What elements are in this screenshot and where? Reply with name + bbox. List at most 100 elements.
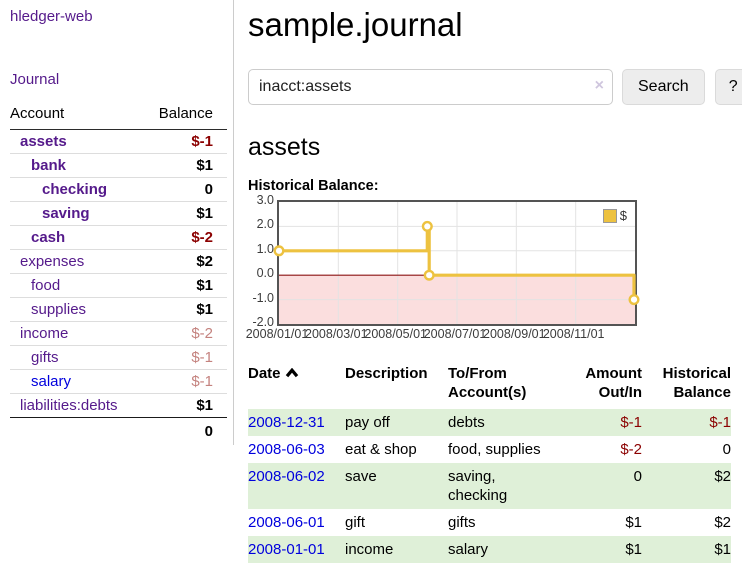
account-name-cell: assets <box>10 129 143 154</box>
register-date-cell: 2008-06-03 <box>248 436 345 463</box>
search-help-button[interactable]: ? <box>714 69 742 105</box>
account-row: income $-2 <box>10 321 227 346</box>
register-amount-cell: $-2 <box>620 441 642 458</box>
account-balance: $-1 <box>142 129 227 154</box>
register-balance-cell: $2 <box>714 514 731 531</box>
account-row: supplies $1 <box>10 297 227 322</box>
spacer <box>10 418 143 444</box>
sidebar: hledger-web Journal Account Balance asse… <box>0 0 234 445</box>
register-description-cell: pay off <box>345 414 390 431</box>
register-balance-cell: $-1 <box>709 414 731 431</box>
historical-balance-chart: $ 3.0 2.0 1.0 0.0 -1.0 -2.0 2008/01/01 2008/03/… <box>246 193 742 344</box>
accounts-header-row: Account Balance <box>10 103 227 130</box>
register-balance-cell: 0 <box>722 441 731 458</box>
x-axis-tick-label: 2008/01/01 <box>245 327 309 341</box>
account-page-title: assets <box>248 133 321 161</box>
register-accounts-cell: debts <box>448 414 485 431</box>
sort-ascending-icon <box>285 368 298 378</box>
brand-link[interactable]: hledger-web <box>10 8 93 25</box>
x-axis-tick-label: 2008/11/01 <box>542 327 605 341</box>
account-link[interactable]: cash <box>31 229 66 246</box>
x-axis-tick-label: 2008/05/01 <box>364 327 427 341</box>
account-link[interactable]: assets <box>20 133 67 150</box>
accounts-column-header: Account <box>10 103 143 130</box>
account-link[interactable]: salary <box>31 373 72 390</box>
register-header-amount: Amount Out/In <box>585 365 642 401</box>
account-link[interactable]: gifts <box>31 349 59 366</box>
account-balance: $1 <box>142 393 227 418</box>
account-name-cell: cash <box>10 225 143 250</box>
transaction-date-link[interactable]: 2008-01-01 <box>248 541 325 558</box>
account-name-cell: saving <box>10 201 143 226</box>
account-link[interactable]: saving <box>42 205 90 222</box>
x-axis-tick-label: 2008/03/01 <box>305 327 368 341</box>
register-amount-cell: $1 <box>625 541 642 558</box>
account-row: salary $-1 <box>10 369 227 394</box>
accounts-total-row: 0 <box>10 418 227 444</box>
search-bar: × Search ? <box>248 69 742 105</box>
register-accounts-cell: salary <box>448 541 489 558</box>
register-date-cell: 2008-12-31 <box>248 409 345 436</box>
account-link[interactable]: checking <box>42 181 108 198</box>
account-link[interactable]: income <box>20 325 69 342</box>
transaction-date-link[interactable]: 2008-06-03 <box>248 441 325 458</box>
register-accounts-cell: saving, checking <box>448 468 508 504</box>
register-accounts-cell: gifts <box>448 514 476 531</box>
register-header-description: Description <box>345 365 428 382</box>
transaction-date-link[interactable]: 2008-06-01 <box>248 514 325 531</box>
account-name-cell: income <box>10 321 143 346</box>
account-row: gifts $-1 <box>10 345 227 370</box>
account-balance: $-2 <box>142 321 227 346</box>
y-axis-tick-label: 3.0 <box>256 193 274 207</box>
account-name-cell: supplies <box>10 297 143 322</box>
y-axis-tick-label: 0.0 <box>256 266 274 281</box>
search-button[interactable]: Search <box>622 69 705 105</box>
register-description-cell: eat & shop <box>345 441 417 458</box>
account-balance: $2 <box>142 249 227 274</box>
account-row: food $1 <box>10 273 227 298</box>
register-description-cell: gift <box>345 514 366 531</box>
main-content: sample.journal × Search ? assets Histori… <box>246 0 742 563</box>
y-axis-tick-label: -1.0 <box>252 290 274 305</box>
balance-column-header: Balance <box>142 103 227 130</box>
account-name-cell: food <box>10 273 143 298</box>
clear-search-icon[interactable]: × <box>594 77 604 94</box>
account-balance: $1 <box>142 153 227 178</box>
register-row: 2008-06-02 save saving, checking 0 $2 <box>248 463 731 509</box>
chart-legend: $ <box>600 207 629 224</box>
transaction-date-link[interactable]: 2008-06-02 <box>248 468 325 485</box>
account-row: expenses $2 <box>10 249 227 274</box>
account-row: checking 0 <box>10 177 227 202</box>
nav-journal-link[interactable]: Journal <box>10 71 60 88</box>
account-row: bank $1 <box>10 153 227 178</box>
register-row: 2008-01-01 income salary $1 $1 <box>248 536 731 563</box>
transaction-date-link[interactable]: 2008-12-31 <box>248 414 325 431</box>
account-balance: $1 <box>142 201 227 226</box>
accounts-table: Account Balance assets $-1 bank $1 checking 0… <box>10 103 227 443</box>
account-name-cell: liabilities:debts <box>10 393 143 418</box>
account-link[interactable]: expenses <box>20 253 85 270</box>
account-link[interactable]: supplies <box>31 301 87 318</box>
account-row: saving $1 <box>10 201 227 226</box>
register-table: Date Description To/From Account(s) Amou… <box>248 364 731 563</box>
account-link[interactable]: food <box>31 277 61 294</box>
account-row: assets $-1 <box>10 129 227 154</box>
account-name-cell: gifts <box>10 345 143 370</box>
account-link[interactable]: liabilities:debts <box>20 397 118 414</box>
y-axis-tick-label: 2.0 <box>256 217 274 232</box>
legend-label: $ <box>619 208 627 223</box>
page-title: sample.journal <box>248 6 463 43</box>
account-row: cash $-2 <box>10 225 227 250</box>
y-axis-tick-label: 1.0 <box>256 241 274 256</box>
account-name-cell: salary <box>10 369 143 394</box>
account-link[interactable]: bank <box>31 157 67 174</box>
register-header-row: Date Description To/From Account(s) Amou… <box>248 364 731 409</box>
register-date-cell: 2008-01-01 <box>248 536 345 563</box>
register-header-date[interactable]: Date <box>248 364 345 409</box>
account-name-cell: expenses <box>10 249 143 274</box>
register-row: 2008-12-31 pay off debts $-1 $-1 <box>248 409 731 436</box>
account-row: liabilities:debts $1 <box>10 393 227 418</box>
account-balance: $-2 <box>142 225 227 250</box>
search-input[interactable] <box>248 69 613 105</box>
chart-plot-area[interactable]: $ <box>273 200 640 326</box>
